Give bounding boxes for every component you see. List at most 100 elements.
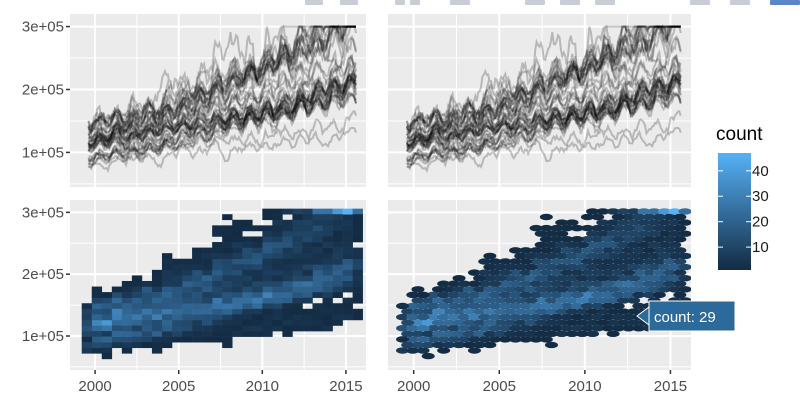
- heatmap-cell[interactable]: [121, 280, 133, 287]
- hex-cell[interactable]: [642, 247, 656, 254]
- heatmap-cell[interactable]: [141, 314, 153, 321]
- series-line[interactable]: [405, 35, 682, 131]
- hex-cell[interactable]: [488, 336, 502, 343]
- heatmap-cell[interactable]: [91, 336, 103, 343]
- hex-cell[interactable]: [601, 236, 615, 243]
- hex-cell[interactable]: [411, 297, 425, 304]
- hex-cell[interactable]: [663, 236, 677, 243]
- hex-cell[interactable]: [591, 280, 605, 287]
- hex-cell[interactable]: [483, 252, 497, 260]
- heatmap-cell[interactable]: [332, 269, 343, 276]
- heatmap-cell[interactable]: [192, 253, 203, 260]
- hex-cell[interactable]: [668, 241, 682, 249]
- hex-cell[interactable]: [611, 258, 625, 265]
- hex-cell[interactable]: [503, 286, 517, 293]
- heatmap-cell[interactable]: [292, 264, 303, 271]
- heatmap-cell[interactable]: [302, 314, 313, 321]
- hex-cell[interactable]: [601, 224, 615, 232]
- hex-cell[interactable]: [544, 230, 558, 237]
- heatmap-cell[interactable]: [262, 230, 273, 237]
- heatmap-cell[interactable]: [131, 286, 143, 293]
- hex-cell[interactable]: [627, 241, 641, 249]
- hex-cell[interactable]: [426, 302, 440, 310]
- heatmap-cell[interactable]: [242, 258, 253, 265]
- hex-cell[interactable]: [539, 336, 553, 343]
- heatmap-cell[interactable]: [182, 292, 193, 298]
- heatmap-cell[interactable]: [182, 280, 193, 287]
- modebar-logo-icon[interactable]: [770, 0, 800, 5]
- series-line[interactable]: [406, 37, 682, 149]
- hex-cell[interactable]: [467, 325, 481, 332]
- hex-cell[interactable]: [652, 258, 666, 265]
- heatmap-cell[interactable]: [322, 219, 333, 226]
- hex-cell[interactable]: [673, 213, 687, 221]
- hex-cell[interactable]: [452, 297, 466, 304]
- hex-cell[interactable]: [647, 252, 661, 260]
- heatmap-cell[interactable]: [242, 242, 253, 248]
- hex-cell[interactable]: [539, 269, 553, 276]
- hex-cell[interactable]: [447, 313, 461, 321]
- heatmap-cell[interactable]: [222, 297, 233, 304]
- heatmap-cell[interactable]: [111, 297, 123, 304]
- heatmap-cell[interactable]: [332, 314, 343, 321]
- hex-cell[interactable]: [657, 263, 671, 271]
- hex-cell[interactable]: [632, 269, 646, 276]
- hex-cell[interactable]: [544, 297, 558, 304]
- hex-cell[interactable]: [565, 297, 579, 304]
- hex-cell[interactable]: [586, 274, 600, 282]
- heatmap-cell[interactable]: [151, 297, 163, 304]
- heatmap-cell[interactable]: [111, 325, 123, 332]
- heatmap-cell[interactable]: [121, 314, 133, 321]
- hex-cell[interactable]: [503, 330, 517, 338]
- series-line[interactable]: [406, 76, 682, 167]
- hex-cell[interactable]: [396, 325, 410, 332]
- heatmap-cell[interactable]: [192, 308, 203, 315]
- heatmap-cell[interactable]: [202, 303, 213, 310]
- hex-cell[interactable]: [616, 208, 630, 215]
- heatmap-cell[interactable]: [252, 269, 263, 276]
- heatmap-cell[interactable]: [131, 303, 143, 310]
- heatmap-cell[interactable]: [212, 286, 223, 293]
- series-line[interactable]: [405, 24, 681, 133]
- hex-cell[interactable]: [652, 269, 666, 276]
- hex-cell[interactable]: [509, 336, 523, 343]
- heatmap-cell[interactable]: [232, 325, 243, 332]
- hex-cell[interactable]: [586, 241, 600, 249]
- heatmap-cell[interactable]: [242, 286, 253, 293]
- heatmap-cell[interactable]: [111, 292, 123, 298]
- heatmap-cell[interactable]: [131, 292, 143, 298]
- heatmap-cell[interactable]: [121, 292, 133, 298]
- heatmap-cell[interactable]: [111, 303, 123, 310]
- heatmap-cell[interactable]: [282, 319, 293, 326]
- hex-cell[interactable]: [550, 247, 564, 254]
- hex-cell[interactable]: [529, 336, 543, 343]
- hex-cell[interactable]: [596, 297, 610, 304]
- heatmap-cell[interactable]: [342, 264, 353, 271]
- hex-cell[interactable]: [416, 302, 430, 310]
- heatmap-cell[interactable]: [202, 325, 213, 332]
- hex-cell[interactable]: [514, 286, 528, 293]
- hex-cell[interactable]: [591, 247, 605, 254]
- heatmap-cell[interactable]: [232, 269, 243, 276]
- hex-cell[interactable]: [514, 308, 528, 315]
- heatmap-cell[interactable]: [292, 253, 303, 260]
- series-line[interactable]: [87, 25, 356, 134]
- hex-cell[interactable]: [632, 280, 646, 287]
- heatmap-cell[interactable]: [222, 214, 233, 221]
- heatmap-cell[interactable]: [292, 219, 303, 226]
- modebar-autoscale-icon[interactable]: [595, 0, 615, 5]
- heatmap-cell[interactable]: [262, 303, 273, 310]
- series-line[interactable]: [406, 25, 681, 151]
- hex-cell[interactable]: [421, 341, 435, 349]
- hex-cell[interactable]: [411, 319, 425, 326]
- series-line[interactable]: [406, 25, 681, 140]
- hex-cell[interactable]: [678, 263, 692, 271]
- heatmap-cell[interactable]: [322, 258, 333, 265]
- heatmap-cell[interactable]: [322, 325, 333, 332]
- heatmap-cell[interactable]: [312, 236, 323, 243]
- series-line[interactable]: [87, 25, 356, 136]
- heatmap-cell[interactable]: [232, 275, 243, 282]
- heatmap-cell[interactable]: [161, 280, 173, 287]
- hex-cell[interactable]: [580, 291, 594, 299]
- heatmap-cell[interactable]: [262, 247, 273, 254]
